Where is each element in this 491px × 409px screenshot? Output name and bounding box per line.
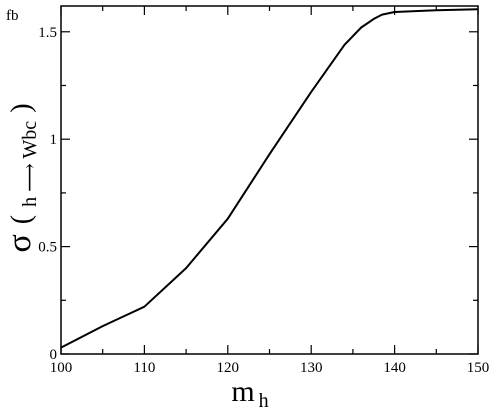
unit-label: fb bbox=[6, 8, 19, 24]
y-label-process: h ⟶ Wbc bbox=[19, 121, 41, 207]
y-label-symbol: σ bbox=[1, 234, 38, 252]
x-tick-label: 130 bbox=[300, 360, 323, 376]
y-tick-label: 0.5 bbox=[38, 240, 57, 256]
y-label-open: ( bbox=[6, 215, 37, 224]
x-label-sub: h bbox=[259, 390, 269, 409]
y-label-close: ) bbox=[6, 103, 37, 112]
x-tick-label: 100 bbox=[50, 360, 73, 376]
y-tick-label: 1 bbox=[50, 132, 58, 148]
x-tick-label: 140 bbox=[383, 360, 406, 376]
tick-labels: 100 110 120 130 140 150 0 0.5 1 1.5 bbox=[38, 25, 489, 376]
series-line bbox=[60, 8, 479, 349]
x-label-main: m bbox=[231, 375, 254, 408]
svg-text:σ ( h ⟶ Wbc: σ ( h ⟶ Wbc ) bbox=[1, 103, 41, 252]
x-axis-label: m h bbox=[231, 375, 268, 409]
x-tick-label: 150 bbox=[467, 360, 490, 376]
plot-frame bbox=[60, 5, 479, 355]
y-tick-label: 1.5 bbox=[38, 25, 57, 41]
x-tick-label: 120 bbox=[217, 360, 240, 376]
y-tick-label: 0 bbox=[50, 347, 58, 363]
y-axis-label: σ ( h ⟶ Wbc ) bbox=[1, 103, 41, 252]
axis-ticks bbox=[60, 6, 479, 355]
x-tick-label: 110 bbox=[133, 360, 155, 376]
